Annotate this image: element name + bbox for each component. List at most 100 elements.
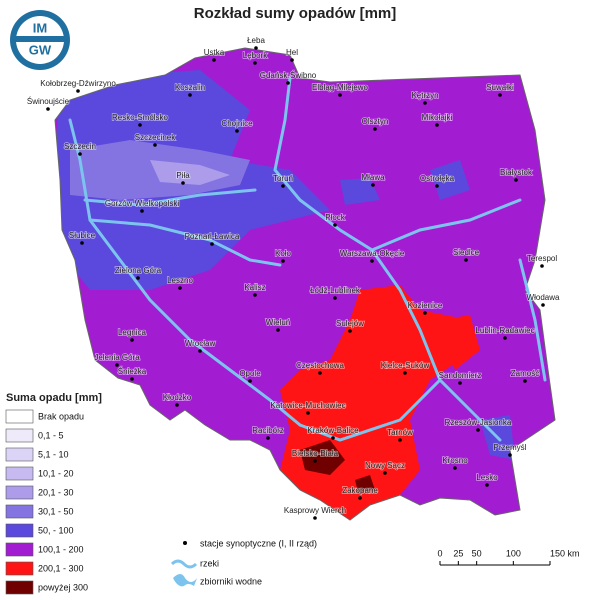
station-label: Szczecin [64, 142, 96, 151]
station-label: Koszalin [175, 83, 205, 92]
station-label: Bielsko-Biała [292, 449, 339, 458]
station-label: Kasprowy Wierch [284, 506, 346, 515]
scale-label: 150 km [550, 548, 580, 558]
station-label: Łeba [247, 36, 265, 45]
station-label: Piła [176, 171, 190, 180]
logo: IM GW [10, 10, 70, 70]
station-dot [136, 276, 140, 280]
station-label: Leszno [167, 276, 193, 285]
station-label: Mława [361, 173, 385, 182]
station-dot [338, 93, 342, 97]
map-title: Rozkład sumy opadów [mm] [194, 5, 397, 22]
scale-label: 50 [472, 548, 482, 558]
station-dot [286, 81, 290, 85]
station-label: Świnoujście [27, 97, 70, 106]
legend-swatch [5, 409, 34, 424]
station-dot [253, 61, 257, 65]
station-label: Legnica [118, 328, 147, 337]
station-label: Elbląg-Milejewo [312, 83, 369, 92]
station-dot [423, 311, 427, 315]
legend-label: 20,1 - 30 [38, 487, 74, 497]
station-dot [130, 338, 134, 342]
station-label: Szczecinek [135, 133, 176, 142]
station-label: Kołobrzeg-Dźwirzyno [40, 79, 116, 88]
station-dot [435, 123, 439, 127]
station-dot [398, 438, 402, 442]
station-label: Kraków-Balice [307, 426, 359, 435]
station-label: Lębork [243, 51, 268, 60]
station-dot [188, 93, 192, 97]
station-label: Zielona Góra [115, 266, 162, 275]
station-dot [253, 293, 257, 297]
legend-title: Suma opadu [mm] [6, 392, 102, 404]
station-label: Przemyśl [494, 443, 527, 452]
rivers [68, 76, 547, 442]
station-dot [383, 471, 387, 475]
station-dot [210, 242, 214, 246]
legend-label: Brak opadu [38, 411, 84, 421]
station-dot [523, 379, 527, 383]
scale-bar: 0 25 50 100 150 km [437, 548, 580, 566]
station-label: Kozienice [408, 301, 443, 310]
stations: Łeba Ustka Lębork Hel Kołobrzeg-Dźwirzyno Kos… [26, 35, 561, 520]
station-dot [333, 223, 337, 227]
station-dot [508, 453, 512, 457]
station-dot [281, 259, 285, 263]
station-dot [175, 403, 179, 407]
station-dot [198, 349, 202, 353]
station-label: Warszawa-Okęcie [340, 249, 405, 258]
station-label: Racibórz [252, 426, 284, 435]
legend-label: 10,1 - 20 [38, 468, 74, 478]
logo-text: IM [33, 20, 47, 35]
station-dot [423, 101, 427, 105]
legend: Suma opadu [mm] Brak opadu 0,1 - 5 5,1 - 1… [5, 392, 102, 595]
station-label: Wrocław [185, 339, 216, 348]
legend-label: 30,1 - 50 [38, 506, 74, 516]
legend-label: 100,1 - 200 [38, 544, 84, 554]
station-dot [313, 516, 317, 520]
station-dot [290, 58, 294, 62]
legend-swatch [5, 447, 34, 462]
station-dot [212, 58, 216, 62]
station-label: Terespol [527, 254, 557, 263]
legend-label: 0,1 - 5 [38, 430, 64, 440]
scale-label: 0 [437, 548, 442, 558]
station-dot [266, 436, 270, 440]
station-label: Częstochowa [296, 361, 345, 370]
station-dot [80, 241, 84, 245]
station-dot [281, 184, 285, 188]
legend-label: 5,1 - 10 [38, 449, 69, 459]
legend-swatch [5, 466, 34, 481]
station-dot [76, 89, 80, 93]
station-dot [140, 209, 144, 213]
station-dot [235, 129, 239, 133]
station-label: Zakopane [342, 486, 378, 495]
key: stacje synoptyczne (I, II rząd) rzeki zb… [170, 538, 317, 586]
station-label: Lublin-Radawiec [475, 326, 534, 335]
station-dot [358, 496, 362, 500]
station-dot [331, 436, 335, 440]
station-dot [453, 466, 457, 470]
station-label: Gdańsk-Świbno [260, 71, 317, 80]
legend-swatch [5, 428, 34, 443]
station-dot [46, 107, 50, 111]
station-label: Kłodzko [163, 393, 192, 402]
station-label: Olsztyn [362, 117, 389, 126]
station-dot [254, 46, 258, 50]
station-dot [115, 363, 119, 367]
station-dot [348, 329, 352, 333]
station-label: Łódź-Lublinek [310, 286, 361, 295]
scale-label: 100 [506, 548, 521, 558]
station-dot [373, 127, 377, 131]
station-label: Wieluń [266, 318, 290, 327]
station-label: Toruń [273, 174, 293, 183]
station-label: Mikołajki [422, 113, 453, 122]
key-label: stacje synoptyczne (I, II rząd) [200, 538, 317, 548]
legend-swatch [5, 542, 34, 557]
station-label: Resko-Smólsko [112, 113, 169, 122]
scale-label: 25 [453, 548, 463, 558]
station-dot [318, 371, 322, 375]
station-dot [178, 286, 182, 290]
station-label: Lesko [476, 473, 498, 482]
